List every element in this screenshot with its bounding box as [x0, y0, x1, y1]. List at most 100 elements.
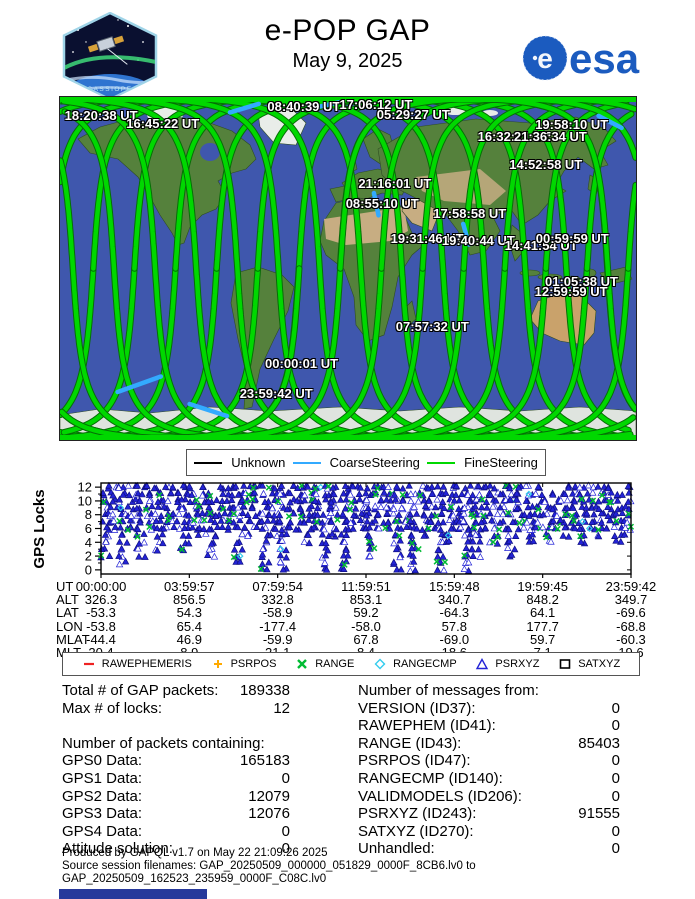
ephemeris-cell: 177.7 [526, 618, 559, 634]
ephemeris-cell: -69.0 [439, 631, 470, 647]
triangle-marker-icon [476, 658, 489, 670]
dash-marker-icon [83, 662, 94, 666]
stat-label: PSRXYZ (ID243): [358, 805, 477, 823]
mode-legend-line-swatch [427, 461, 456, 464]
stat-label: GPS0 Data: [62, 752, 143, 770]
ephemeris-row: LAT -53.3 54.3 -58.9 59.2 -64.3 64.1 -69.6 [56, 605, 662, 621]
ephemeris-cell: -64.3 [439, 605, 470, 621]
map-time-label: 16:45:22 UT [126, 116, 200, 132]
header-title-block: e-POP GAP May 9, 2025 [120, 14, 575, 73]
footer-provenance: Produced by GAPQL v1.7 on May 22 21:09:2… [62, 847, 647, 886]
stat-value: 0 [611, 787, 620, 805]
marker-legend-item: PSRPOS [211, 658, 277, 670]
stat-row: Max # of locks: 12 [62, 700, 290, 718]
ephemeris-cell: 59.7 [529, 631, 556, 647]
marker-legend-item: PSRXYZ [475, 658, 539, 670]
ephemeris-cell: 07:59:54 [252, 579, 303, 594]
map-time-label: 19:40:44 UT [441, 232, 515, 248]
mode-legend-line-swatch [194, 461, 223, 464]
stat-value: 12079 [248, 787, 290, 805]
cassiope-patch-graphic: CASSIOPE [62, 11, 158, 101]
stat-value: 12 [273, 699, 290, 717]
mode-legend-item: FineSteering [427, 455, 538, 470]
marker-legend-label: PSRPOS [230, 658, 277, 670]
stat-row: GPS3 Data: 12076 [62, 805, 290, 823]
ephemeris-cell: 67.8 [353, 631, 379, 647]
stat-value: 0 [611, 752, 620, 770]
stat-row: GPS1 Data: 0 [62, 770, 290, 788]
stat-row: Number of packets containing: [62, 735, 290, 753]
marker-legend-item: SATXYZ [558, 658, 620, 670]
message-stats-column: Number of messages from: VERSION (ID37): 0… [358, 682, 620, 858]
map-time-label: 14:41:54 UT [504, 238, 578, 254]
stat-value: 0 [611, 717, 620, 735]
mode-legend-label: FineSteering [464, 455, 538, 470]
mode-legend-item: CoarseSteering [292, 455, 420, 470]
stat-label: VALIDMODELS (ID206): [358, 787, 522, 805]
map-time-label: 12:59:59 UT [534, 283, 608, 299]
ephemeris-cell: 340.7 [438, 592, 471, 608]
ephemeris-cell: -60.3 [616, 631, 646, 647]
stat-value: 0 [281, 840, 290, 858]
map-time-label: 19:31:46 UT [390, 231, 464, 247]
svg-text:10: 10 [78, 493, 92, 508]
stat-label: GPS1 Data: [62, 769, 143, 787]
ephemeris-cell: 856.5 [173, 592, 206, 608]
esa-globe-icon [523, 36, 567, 80]
map-time-label: 14:52:58 UT [509, 157, 583, 173]
ephemeris-cell: -177.4 [259, 618, 297, 634]
ephemeris-cell: 23:59:42 [605, 579, 657, 594]
aurora-arc [65, 55, 155, 70]
svg-text:6: 6 [85, 521, 92, 536]
coarse-steering-segments [115, 99, 624, 419]
diamond-marker-icon [374, 658, 386, 670]
map-time-label: 00:00:01 UT [265, 355, 339, 371]
stat-value: 0 [611, 840, 620, 858]
stat-value: 85403 [578, 734, 620, 752]
ephemeris-cell: -58.9 [262, 605, 293, 621]
marker-legend-label: PSRXYZ [495, 658, 540, 670]
ephemeris-cell: 326.3 [84, 592, 118, 608]
marker-legend-label: RANGE [315, 658, 355, 670]
stat-value: 0 [281, 822, 290, 840]
marker-legend-item: RANGECMP [373, 658, 457, 670]
ephemeris-row-label: UT [56, 579, 74, 594]
stat-label: Unhandled: [358, 840, 435, 858]
stat-row: RANGECMP (ID140): 0 [358, 770, 620, 788]
map-time-label: 05:29:27 UT [376, 106, 450, 122]
ephemeris-table: UT 00:00:00 03:59:57 07:59:54 11:59:51 15:59:… [56, 579, 662, 660]
stat-row: GPS0 Data: 165183 [62, 752, 290, 770]
ephemeris-cell: 853.1 [349, 592, 383, 608]
stat-value: 0 [611, 699, 620, 717]
stat-row: PSRPOS (ID47): 0 [358, 752, 620, 770]
ephemeris-cell: 15:59:48 [429, 579, 480, 594]
ephemeris-cell: 64.1 [529, 605, 556, 621]
ephemeris-row: UT 00:00:00 03:59:57 07:59:54 11:59:51 15:59:… [56, 579, 662, 594]
world-map-graphic [60, 97, 636, 440]
svg-text:0: 0 [85, 562, 92, 577]
packet-stats-column: Total # of GAP packets: 189338 Max # of lo… [62, 682, 290, 858]
svg-text:GPS Locks: GPS Locks [31, 489, 48, 568]
ephemeris-row: LON -53.8 65.4 -177.4 -58.0 57.8 177.7 -68.8 [56, 618, 662, 634]
stat-label: Max # of locks: [62, 699, 163, 717]
map-time-label: 19:58:10 UT [535, 116, 609, 132]
stats-spacer [62, 717, 290, 735]
stat-value: 165183 [239, 752, 290, 770]
stat-label: PSRPOS (ID47): [358, 752, 471, 770]
stat-row: GPS4 Data: 0 [62, 823, 290, 841]
stat-value: 12076 [248, 805, 290, 823]
ephemeris-cell: -68.8 [616, 618, 646, 634]
map-time-label: 23:59:42 UT [239, 386, 313, 402]
map-time-label: 17:06:12 UT [339, 97, 413, 112]
mode-legend-item: Unknown [194, 455, 285, 470]
steering-mode-legend: Unknown CoarseSteering FineSteering [186, 449, 546, 476]
stat-value: 0 [611, 769, 620, 787]
map-time-labels: 18:20:38 UT 16:45:22 UT 08:40:39 UT 17:06:1… [60, 97, 636, 440]
ephemeris-row-label: LAT [56, 605, 79, 621]
mode-legend-label: Unknown [231, 455, 286, 470]
footer-line: Produced by GAPQL v1.7 on May 22 21:09:2… [62, 847, 328, 859]
ephemeris-cell: 19:59:45 [517, 579, 568, 594]
stat-label: SATXYZ (ID270): [358, 822, 474, 840]
ephemeris-cell: 65.4 [176, 618, 202, 634]
